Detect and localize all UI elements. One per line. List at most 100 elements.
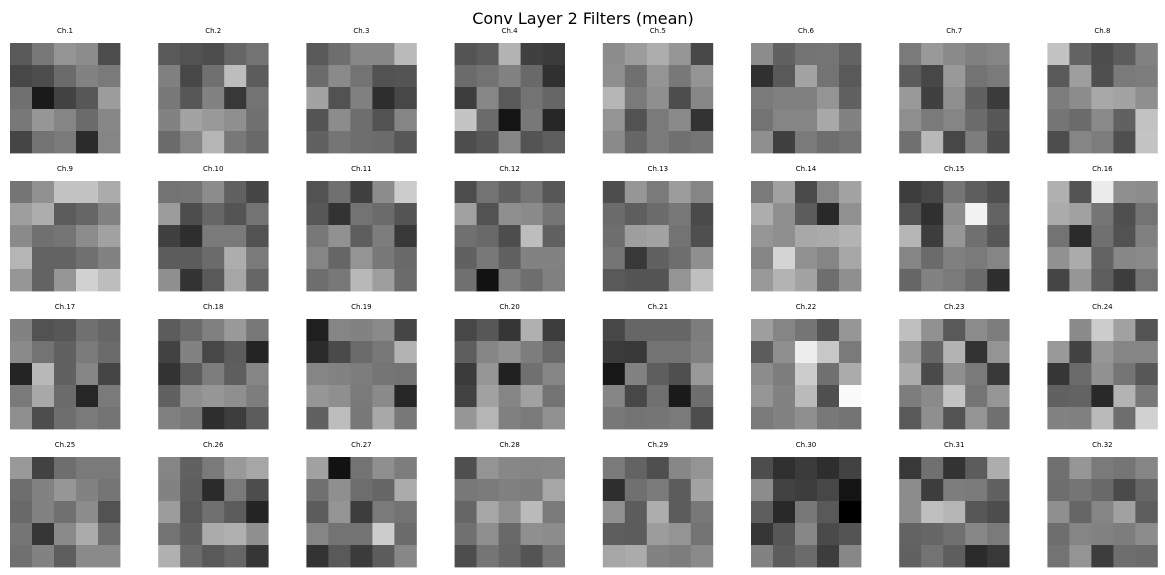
heatmap-cell — [372, 131, 395, 154]
heatmap-cell — [795, 363, 818, 386]
heatmap-cell — [350, 407, 373, 430]
heatmap-cell — [54, 319, 77, 342]
heatmap-cell — [839, 203, 862, 226]
heatmap-cell — [668, 523, 692, 546]
heatmap-cell — [899, 501, 922, 524]
heatmap-cell — [180, 385, 203, 408]
heatmap-cell — [76, 341, 99, 364]
heatmap-cell — [899, 181, 922, 204]
heatmap-cell — [454, 269, 477, 292]
heatmap-cell — [773, 181, 796, 204]
heatmap-cell — [987, 131, 1010, 154]
heatmap-cell — [751, 479, 774, 502]
heatmap-cell — [394, 247, 417, 270]
heatmap-cell — [306, 319, 329, 342]
heatmap-cell — [520, 247, 543, 270]
panel-title: Ch.8 — [1094, 27, 1110, 35]
panel-title: Ch.29 — [648, 441, 668, 449]
heatmap-cell — [76, 87, 99, 110]
heatmap-cell — [751, 523, 774, 546]
heatmap-cell — [76, 363, 99, 386]
heatmap-cell — [306, 407, 329, 430]
heatmap-cell — [899, 43, 922, 66]
panel-title: Ch.15 — [944, 165, 964, 173]
heatmap-cell — [158, 501, 181, 524]
heatmap-cell — [476, 319, 499, 342]
heatmap-cell — [54, 87, 77, 110]
filter-panel: Ch.13 — [602, 165, 714, 292]
heatmap-cell — [180, 181, 203, 204]
heatmap-cell — [987, 545, 1010, 568]
heatmap-cell — [372, 269, 395, 292]
heatmap-cell — [542, 203, 565, 226]
heatmap-cell — [542, 181, 565, 204]
heatmap-cell — [224, 181, 247, 204]
heatmap-cell — [987, 501, 1010, 524]
heatmap-cell — [372, 65, 395, 88]
heatmap-cell — [350, 319, 373, 342]
heatmap-cell — [98, 545, 121, 568]
heatmap-cell — [943, 501, 966, 524]
heatmap-cell — [224, 203, 247, 226]
heatmap-cell — [899, 523, 922, 546]
heatmap-cell — [306, 501, 329, 524]
heatmap-cell — [372, 87, 395, 110]
heatmap-cell — [646, 545, 670, 568]
heatmap-cell — [817, 109, 840, 132]
panel-title: Ch.5 — [650, 27, 666, 35]
heatmap-cell — [899, 407, 922, 430]
heatmap-cell — [668, 203, 692, 226]
heatmap-cell — [624, 363, 648, 386]
heatmap-cell — [10, 457, 33, 480]
filter-panel: Ch.25 — [10, 441, 121, 568]
heatmap-cell — [54, 501, 77, 524]
heatmap-cell — [1047, 269, 1070, 292]
heatmap-cell — [602, 247, 626, 270]
heatmap-cell — [246, 479, 269, 502]
heatmap-cell — [520, 319, 543, 342]
heatmap-cell — [1047, 501, 1070, 524]
heatmap-cell — [454, 109, 477, 132]
heatmap-cell — [1047, 109, 1070, 132]
heatmap-cell — [180, 225, 203, 248]
heatmap-cell — [987, 269, 1010, 292]
heatmap-cell — [98, 501, 121, 524]
heatmap-cell — [476, 109, 499, 132]
heatmap-cell — [668, 385, 692, 408]
heatmap-cell — [498, 43, 521, 66]
heatmap-cell — [76, 181, 99, 204]
heatmap-cell — [32, 319, 55, 342]
heatmap-cell — [1113, 319, 1136, 342]
heatmap-cell — [1047, 341, 1070, 364]
heatmap-cell — [624, 247, 648, 270]
panel-title: Ch.30 — [796, 441, 816, 449]
heatmap-cell — [542, 501, 565, 524]
heatmap-cell — [520, 407, 543, 430]
heatmap-cell — [839, 269, 862, 292]
heatmap-cell — [328, 479, 351, 502]
heatmap-cell — [328, 225, 351, 248]
heatmap-cell — [795, 109, 818, 132]
heatmap-cell — [520, 523, 543, 546]
heatmap-cell — [372, 523, 395, 546]
filter-panel: Ch.15 — [899, 165, 1010, 292]
heatmap-cell — [454, 181, 477, 204]
heatmap-cell — [306, 203, 329, 226]
filter-panel: Ch.4 — [454, 27, 565, 154]
heatmap-cell — [454, 43, 477, 66]
heatmap-cell — [54, 523, 77, 546]
heatmap-cell — [1047, 87, 1070, 110]
heatmap-cell — [602, 407, 626, 430]
heatmap-cell — [1135, 181, 1158, 204]
heatmap-cell — [542, 457, 565, 480]
heatmap-cell — [987, 407, 1010, 430]
heatmap-cell — [624, 43, 648, 66]
heatmap-cell — [690, 131, 714, 154]
heatmap-cell — [1113, 457, 1136, 480]
heatmap-cell — [394, 545, 417, 568]
heatmap-cell — [372, 341, 395, 364]
heatmap-cell — [372, 203, 395, 226]
heatmap-cell — [921, 87, 944, 110]
heatmap-cell — [520, 457, 543, 480]
heatmap-cell — [690, 319, 714, 342]
